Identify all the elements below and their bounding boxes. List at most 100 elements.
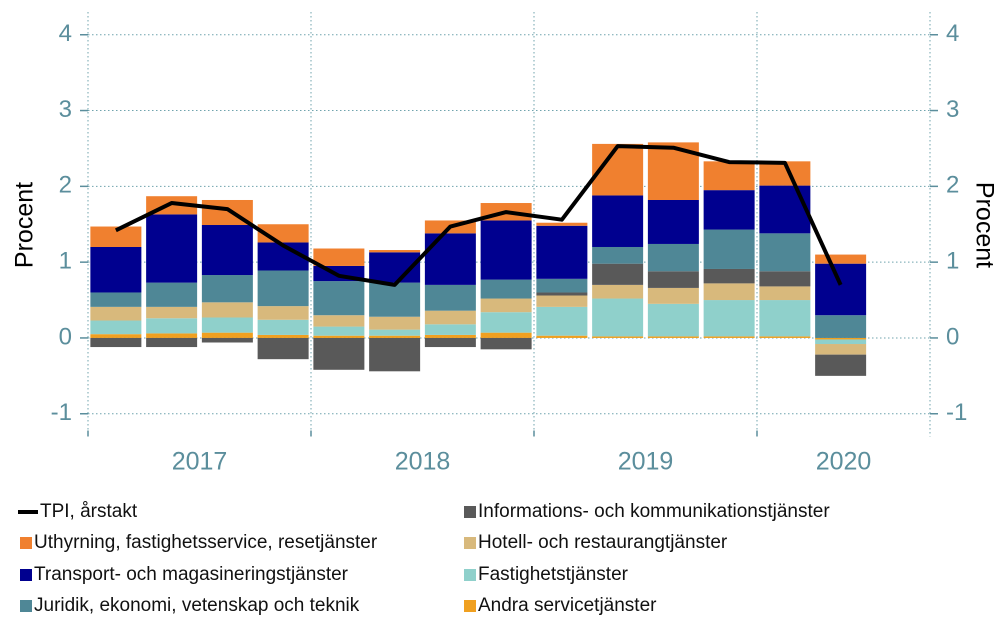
bar-segment — [313, 315, 365, 327]
bar-segment — [592, 284, 644, 299]
bar-segment — [90, 334, 142, 338]
legend-swatch — [464, 537, 476, 549]
y2-tick-label: 2 — [946, 172, 959, 199]
bar-segment — [759, 185, 811, 234]
bar-segment — [536, 278, 588, 293]
bar-segment — [647, 336, 699, 338]
y-tick-label: -1 — [51, 399, 72, 426]
bar-segment — [369, 282, 421, 317]
legend-label: Uthyrning, fastighetsservice, resetjänst… — [34, 532, 378, 553]
x-group-label: 2020 — [816, 448, 872, 476]
legend-swatch — [464, 506, 476, 518]
y-tick-label: 0 — [59, 323, 72, 350]
bar-segment — [536, 295, 588, 307]
bar-segment — [201, 275, 253, 303]
legend-swatch — [20, 569, 32, 581]
bar-segment — [536, 306, 588, 336]
bar-segment — [480, 332, 532, 338]
bar-segment — [146, 337, 198, 348]
bar-segment — [759, 300, 811, 337]
line-series — [114, 144, 843, 287]
bar-segment — [424, 284, 476, 311]
bar-segment — [703, 283, 755, 301]
bar-segment — [815, 339, 867, 345]
x-group-label: 2017 — [172, 448, 228, 476]
bar-segment — [146, 282, 198, 307]
y-tick-label: 2 — [59, 172, 72, 199]
y-axis-title: Procent — [11, 182, 39, 268]
bar-segment — [369, 329, 421, 336]
bar-segment — [592, 298, 644, 337]
bar-segment — [647, 199, 699, 244]
bar-segment — [424, 334, 476, 338]
bar-segment — [703, 300, 755, 337]
bar-segment — [313, 326, 365, 336]
bar-segment — [536, 335, 588, 338]
bar-segment — [536, 222, 588, 226]
bar-segment — [424, 337, 476, 348]
bar-segment — [201, 337, 253, 343]
bar-segment — [480, 220, 532, 280]
bar-segment — [480, 312, 532, 333]
bar-segment — [592, 263, 644, 285]
bar-segment — [146, 333, 198, 338]
bar-segment — [424, 310, 476, 325]
bar-segment — [369, 316, 421, 330]
bar-segment — [369, 337, 421, 372]
bar-segment — [90, 306, 142, 321]
y2-tick-label: 0 — [946, 323, 959, 350]
bar-segment — [201, 225, 253, 276]
bar-segment — [424, 324, 476, 335]
bar-segment — [257, 319, 309, 335]
bar-segment — [815, 254, 867, 264]
bar-segment — [759, 271, 811, 287]
legend-label: Fastighetstjänster — [478, 564, 629, 585]
bar-segment — [146, 306, 198, 319]
bar-segment — [815, 263, 867, 316]
bar-segment — [90, 226, 142, 247]
bar-segment — [815, 354, 867, 376]
bar-segment — [703, 268, 755, 284]
bar-segment — [257, 306, 309, 320]
bar-segment — [703, 161, 755, 191]
bar-segment — [592, 195, 644, 247]
y2-tick-label: 1 — [946, 247, 959, 274]
bar-segment — [703, 229, 755, 269]
bar-segment — [759, 336, 811, 338]
bar-segment — [592, 246, 644, 264]
y2-tick-label: 3 — [946, 96, 959, 123]
bar-segment — [146, 318, 198, 334]
bar-segment — [90, 320, 142, 335]
bar-segment — [703, 190, 755, 230]
bar-segment — [257, 337, 309, 360]
bar-segment — [647, 271, 699, 288]
bar-segment — [257, 334, 309, 338]
legend-label: Andra servicetjänster — [478, 595, 657, 616]
y-tick-label: 3 — [59, 96, 72, 123]
bar-segment — [647, 243, 699, 272]
bar-segment — [369, 335, 421, 338]
bar-segment — [90, 337, 142, 348]
bar-segment — [201, 317, 253, 333]
bar-segment — [592, 336, 644, 338]
y-tick-label: 1 — [59, 247, 72, 274]
bar-segment — [480, 279, 532, 299]
bar-segment — [536, 225, 588, 279]
bar-segment — [313, 337, 365, 370]
bar-segment — [90, 292, 142, 307]
bar-segment — [257, 270, 309, 307]
bar-segment — [201, 302, 253, 318]
legend-label: TPI, årstakt — [40, 501, 138, 522]
legend-swatch — [464, 600, 476, 612]
bar-segment — [369, 250, 421, 253]
bar-segment — [815, 344, 867, 355]
bar-segment — [647, 287, 699, 304]
legend-swatch — [20, 537, 32, 549]
bar-segment — [146, 214, 198, 283]
bar-segment — [647, 303, 699, 337]
bar-segment — [480, 298, 532, 313]
bar-segment — [759, 286, 811, 301]
bar-segment — [313, 248, 365, 266]
bar-segment — [201, 332, 253, 338]
bar-segment — [536, 292, 588, 296]
